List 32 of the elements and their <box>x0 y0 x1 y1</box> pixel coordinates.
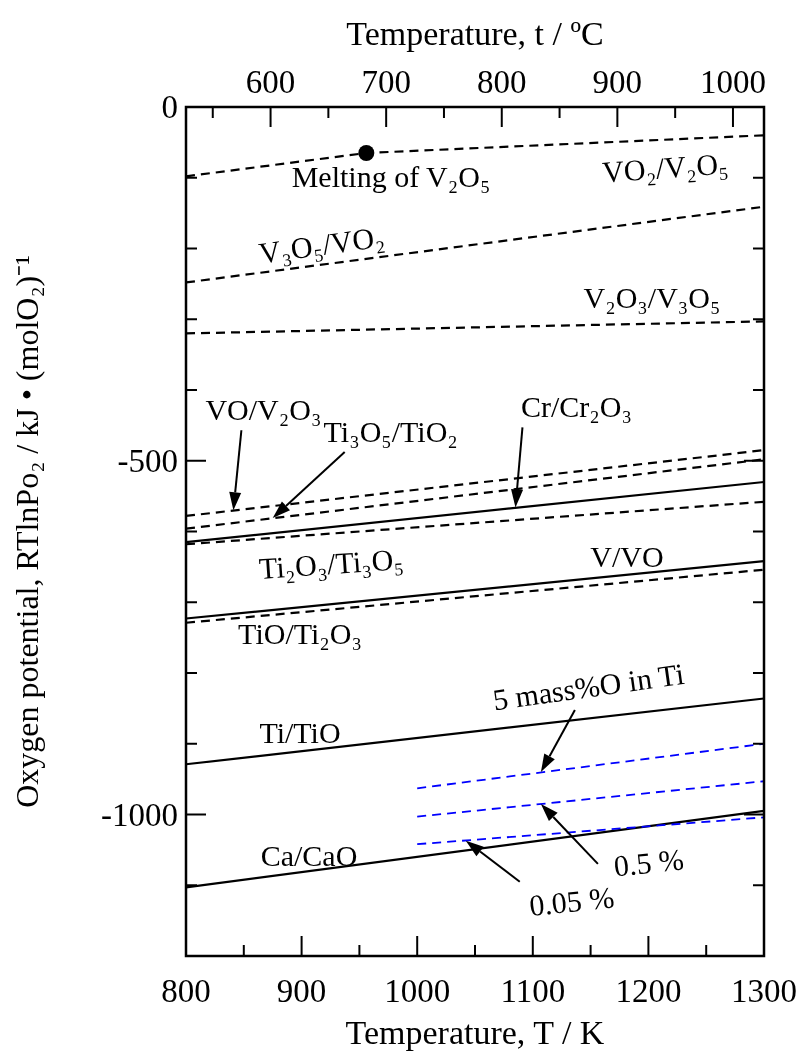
annotation: Melting of V₂O₅ <box>291 160 491 193</box>
y-tick-label: -500 <box>117 442 178 479</box>
annotation: V₂O₃/V₃O₅ <box>583 281 721 314</box>
annotation: Ti/TiO <box>259 716 341 749</box>
y-axis-title: Oxygen potential, RTlnPo₂ / kJ • (molO₂)⁻¹ <box>9 255 45 808</box>
annotation: TiO/Ti₂O₃ <box>238 617 362 650</box>
annotation: VO/V₂O₃ <box>205 393 322 427</box>
annotation: Cr/Cr₂O₃ <box>521 390 632 424</box>
x2-tick-label: 800 <box>477 64 527 100</box>
annotation: Ti₃O₅/TiO₂ <box>323 415 458 449</box>
x-tick-label: 800 <box>161 973 211 1009</box>
x-axis-title: Temperature, T / K <box>345 1014 605 1051</box>
annotation: Ti₂O₃/Ti₃O₅ <box>257 542 405 586</box>
x2-tick-label: 900 <box>592 64 643 100</box>
x2-tick-label: 700 <box>361 64 411 100</box>
x-tick-label: 1200 <box>615 973 682 1009</box>
x-tick-label: 900 <box>276 973 327 1009</box>
annotation: Ca/CaO <box>260 839 358 872</box>
x2-tick-label: 1000 <box>699 64 766 100</box>
x2-axis-title: Temperature, t / ºC <box>346 15 604 52</box>
y-tick-label: 0 <box>161 89 178 125</box>
annotation: 5 mass%O in Ti <box>490 656 687 717</box>
x2-tick-label: 600 <box>245 64 296 100</box>
x-tick-label: 1000 <box>384 973 451 1009</box>
annotation: VO₂/V₂O₅ <box>601 146 730 189</box>
x-tick-label: 1100 <box>500 973 566 1009</box>
annotation: V₃O₅/VO₂ <box>256 219 387 270</box>
annotation: V/VO <box>590 540 664 573</box>
annotation: 0.05 % <box>527 880 616 923</box>
annotation: 0.5 % <box>612 842 686 883</box>
y-tick-label: -1000 <box>101 796 178 833</box>
x-tick-label: 1300 <box>731 973 797 1009</box>
